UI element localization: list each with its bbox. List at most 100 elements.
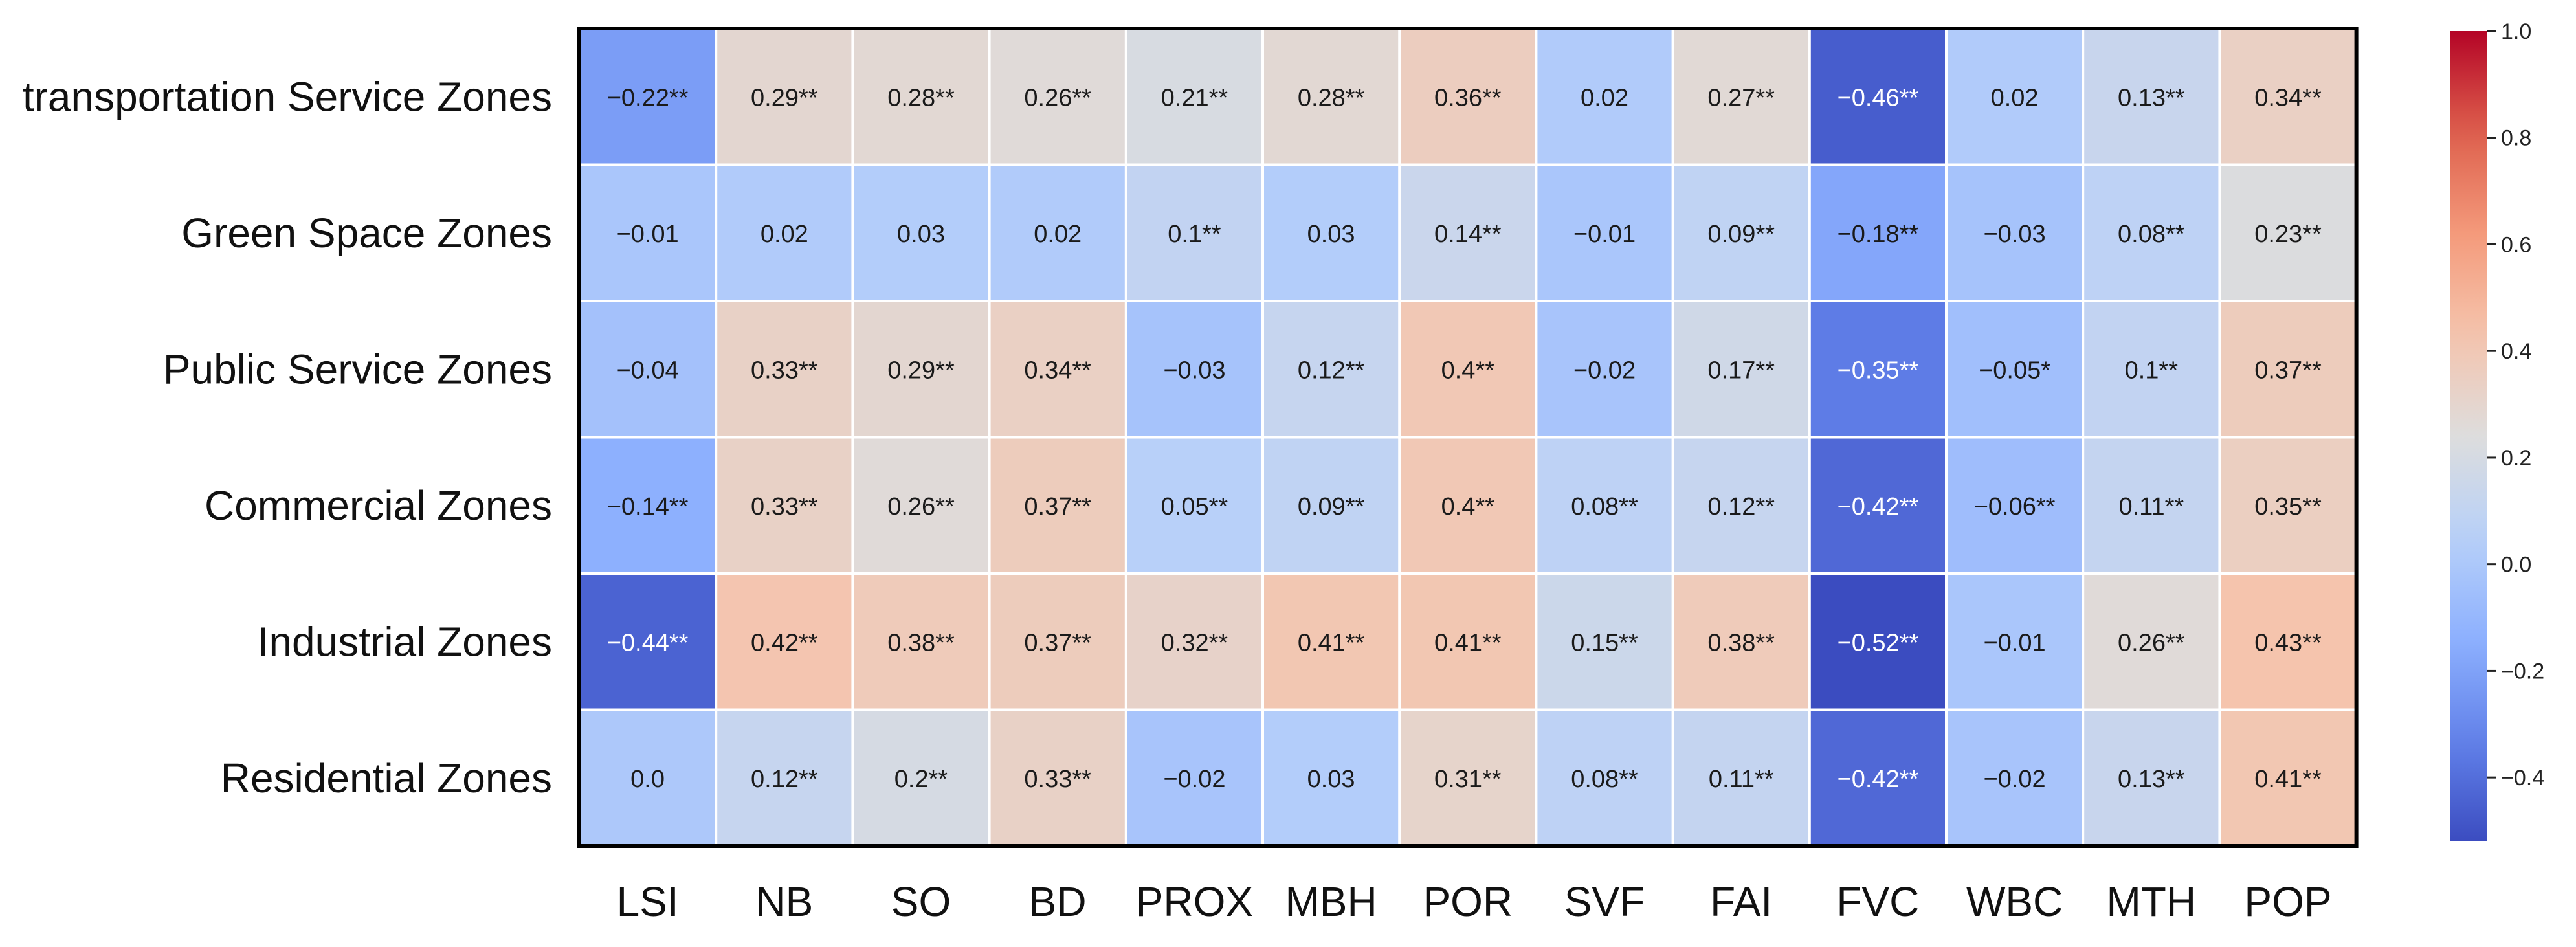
column-label: FAI: [1710, 878, 1772, 925]
cell-value-label: 0.33**: [1024, 766, 1091, 793]
heatmap-cell: [1537, 438, 1672, 572]
cell-value-label: 0.0: [630, 766, 665, 793]
cell-value-label: 0.13**: [2118, 766, 2185, 793]
cell-value-label: 0.12**: [1707, 493, 1775, 520]
cell-value-label: 0.42**: [751, 629, 818, 656]
cell-value-label: −0.42**: [1838, 766, 1919, 793]
heatmap-cell: [717, 166, 852, 300]
cell-value-label: 0.03: [897, 221, 945, 248]
cell-value-label: 0.08**: [1571, 766, 1638, 793]
cell-value-label: 0.26**: [1024, 84, 1091, 111]
cell-value-label: −0.42**: [1838, 493, 1919, 520]
cell-value-label: −0.03: [1163, 357, 1225, 384]
heatmap-cell: [1810, 302, 1945, 436]
cell-value-label: −0.02: [1163, 766, 1225, 793]
cell-value-label: −0.01: [617, 221, 679, 248]
heatmap-cell: [581, 166, 715, 300]
cell-value-label: 0.33**: [751, 357, 818, 384]
row-label: Green Space Zones: [181, 210, 552, 256]
cell-value-label: 0.38**: [1707, 629, 1775, 656]
heatmap-cell: [2084, 711, 2219, 845]
heatmap-cell: [1810, 166, 1945, 300]
cell-value-label: 0.34**: [2254, 84, 2322, 111]
heatmap-cell: [2084, 575, 2219, 709]
heatmap-cell: [2221, 166, 2355, 300]
column-label: POR: [1423, 878, 1513, 925]
heatmap-cell: [1401, 438, 1535, 572]
column-label: PROX: [1136, 878, 1253, 925]
heatmap-cell: [1948, 575, 2082, 709]
cell-value-label: −0.02: [1984, 766, 2046, 793]
column-label: SVF: [1564, 878, 1645, 925]
cell-value-label: 0.4**: [1441, 493, 1495, 520]
heatmap-cell: [1948, 166, 2082, 300]
heatmap-cell: [1537, 302, 1672, 436]
colorbar-tick-label: 0.8: [2501, 126, 2531, 151]
colorbar-tick-label: 0.2: [2501, 446, 2531, 471]
heatmap-cell: [1127, 302, 1261, 436]
heatmap-cell: [1537, 30, 1672, 164]
column-label: BD: [1029, 878, 1087, 925]
cell-value-label: 0.05**: [1161, 493, 1228, 520]
heatmap-cell: [1264, 302, 1399, 436]
heatmap-cell: [2221, 302, 2355, 436]
cell-value-label: 0.38**: [887, 629, 955, 656]
cell-value-label: −0.46**: [1838, 84, 1919, 111]
cell-value-label: 0.27**: [1707, 84, 1775, 111]
cell-value-label: 0.36**: [1434, 84, 1502, 111]
heatmap-cell: [990, 438, 1125, 572]
cell-value-label: 0.17**: [1707, 357, 1775, 384]
heatmap-cell: [1264, 438, 1399, 572]
heatmap-cell: [717, 438, 852, 572]
heatmap-cell: [1948, 711, 2082, 845]
column-labels: LSI NB SO BD PROX MBH POR SVF FAI FVC WBC MTH POP: [617, 878, 2332, 925]
heatmap-cell: [1401, 575, 1535, 709]
column-label: SO: [891, 878, 951, 925]
heatmap-cell: [1264, 575, 1399, 709]
heatmap-cell: [1401, 166, 1535, 300]
heatmap-cell: [1264, 166, 1399, 300]
heatmap-cell: [1948, 30, 2082, 164]
heatmap-cell: [1674, 575, 1808, 709]
cell-value-label: 0.13**: [2118, 84, 2185, 111]
heatmap-cell: [990, 30, 1125, 164]
heatmap-cell: [1264, 711, 1399, 845]
heatmap-cell: [1674, 438, 1808, 572]
column-label: MBH: [1285, 878, 1377, 925]
heatmap-cell: [1537, 575, 1672, 709]
cell-value-label: 0.41**: [1434, 629, 1502, 656]
heatmap-cell: [854, 711, 988, 845]
heatmap-cell: [1537, 166, 1672, 300]
cell-value-label: 0.23**: [2254, 221, 2322, 248]
cell-value-label: −0.22**: [607, 84, 689, 111]
heatmap-cell: [2084, 30, 2219, 164]
cell-value-label: −0.04: [617, 357, 679, 384]
heatmap-cell: [990, 302, 1125, 436]
cell-value-label: 0.28**: [1298, 84, 1365, 111]
heatmap-cell: [854, 302, 988, 436]
cell-value-label: −0.52**: [1838, 629, 1919, 656]
cell-value-label: −0.01: [1573, 221, 1636, 248]
cell-value-label: 0.02: [761, 221, 808, 248]
heatmap-cell: [581, 302, 715, 436]
row-label: Public Service Zones: [163, 346, 552, 392]
row-label: transportation Service Zones: [23, 73, 552, 120]
heatmap-cell: [717, 711, 852, 845]
heatmap-cell: [1127, 711, 1261, 845]
column-label: LSI: [617, 878, 679, 925]
cell-value-label: 0.02: [1034, 221, 1082, 248]
cell-value-label: 0.41**: [2254, 766, 2322, 793]
heatmap-cell: [1401, 302, 1535, 436]
heatmap-cell: [581, 711, 715, 845]
heatmap-cell: [1127, 575, 1261, 709]
cell-value-label: 0.12**: [751, 766, 818, 793]
cell-value-label: 0.35**: [2254, 493, 2322, 520]
colorbar-tick-label: −0.4: [2501, 766, 2544, 790]
cell-value-label: 0.26**: [2118, 629, 2185, 656]
column-label: NB: [755, 878, 813, 925]
colorbar-ticks: 1.0 0.8 0.6 0.4 0.2 0.0 −0.2 −0.4: [2487, 19, 2544, 790]
cell-value-label: 0.08**: [2118, 221, 2185, 248]
cell-value-label: 0.11**: [1709, 766, 1774, 793]
